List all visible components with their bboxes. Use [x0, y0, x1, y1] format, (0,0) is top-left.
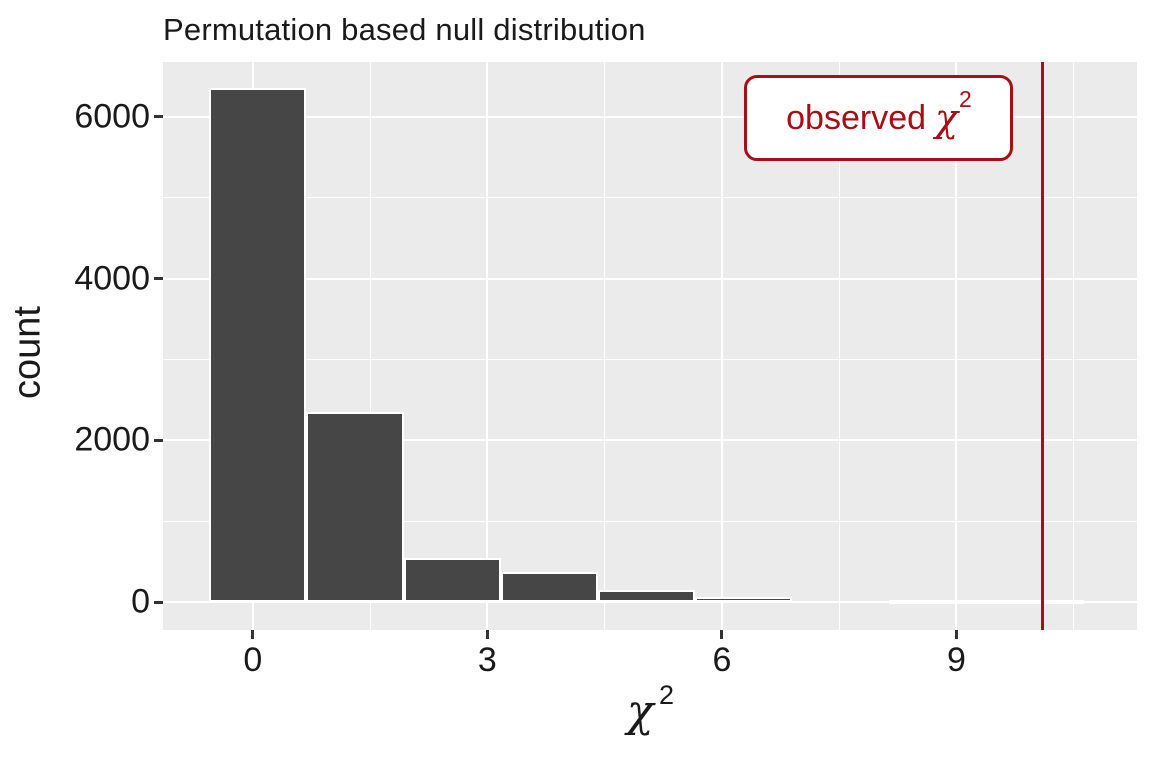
gridline-y-major	[163, 601, 1137, 604]
histogram-bar	[403, 557, 501, 602]
gridline-y-major	[163, 115, 1137, 118]
gridline-y-major	[163, 277, 1137, 280]
histogram-bar	[209, 87, 307, 602]
y-tick-label: 2000	[74, 420, 150, 459]
x-tick-mark	[954, 630, 958, 639]
x-tick-mark	[720, 630, 724, 639]
gridline-x-minor	[1073, 62, 1075, 630]
x-tick-mark	[251, 630, 255, 639]
y-tick-label: 0	[131, 582, 150, 621]
y-tick-label: 6000	[74, 97, 150, 136]
histogram-bar	[500, 572, 598, 602]
gridline-y-major	[163, 439, 1137, 442]
y-axis-title: count	[6, 306, 49, 399]
x-tick-label: 6	[712, 641, 732, 679]
gridline-x-major	[955, 62, 958, 630]
gridline-x-major	[720, 62, 723, 630]
x-tick-label: 0	[243, 641, 263, 679]
y-tick-mark	[154, 438, 163, 442]
gridline-x-minor	[838, 62, 840, 630]
histogram-bar	[889, 599, 987, 604]
x-axis-title: χ 2	[560, 680, 740, 737]
y-tick-label: 4000	[74, 259, 150, 298]
histogram-bar	[695, 597, 793, 602]
histogram-bar	[597, 589, 696, 603]
histogram-bar	[306, 411, 404, 603]
gridline-y-minor	[163, 197, 1137, 199]
observed-label: observed χ 2	[744, 75, 1013, 161]
gridline-y-minor	[163, 358, 1137, 360]
chi-exponent: 2	[959, 85, 972, 112]
gridline-x-minor	[604, 62, 606, 630]
y-tick-mark	[154, 600, 163, 604]
x-tick-mark	[485, 630, 489, 639]
histogram-bar	[986, 600, 1084, 605]
y-tick-mark	[154, 277, 163, 281]
gridline-x-major	[486, 62, 489, 630]
gridline-y-minor	[163, 520, 1137, 522]
y-tick-mark	[154, 115, 163, 119]
chi-glyph: χ	[626, 686, 654, 737]
chi-exponent: 2	[659, 680, 675, 710]
chart-title: Permutation based null distribution	[163, 12, 646, 47]
x-tick-label: 9	[946, 641, 966, 679]
observed-line	[1040, 62, 1044, 630]
gridline-x-minor	[369, 62, 371, 630]
x-tick-label: 3	[477, 641, 497, 679]
observed-label-text: observed	[786, 98, 927, 137]
